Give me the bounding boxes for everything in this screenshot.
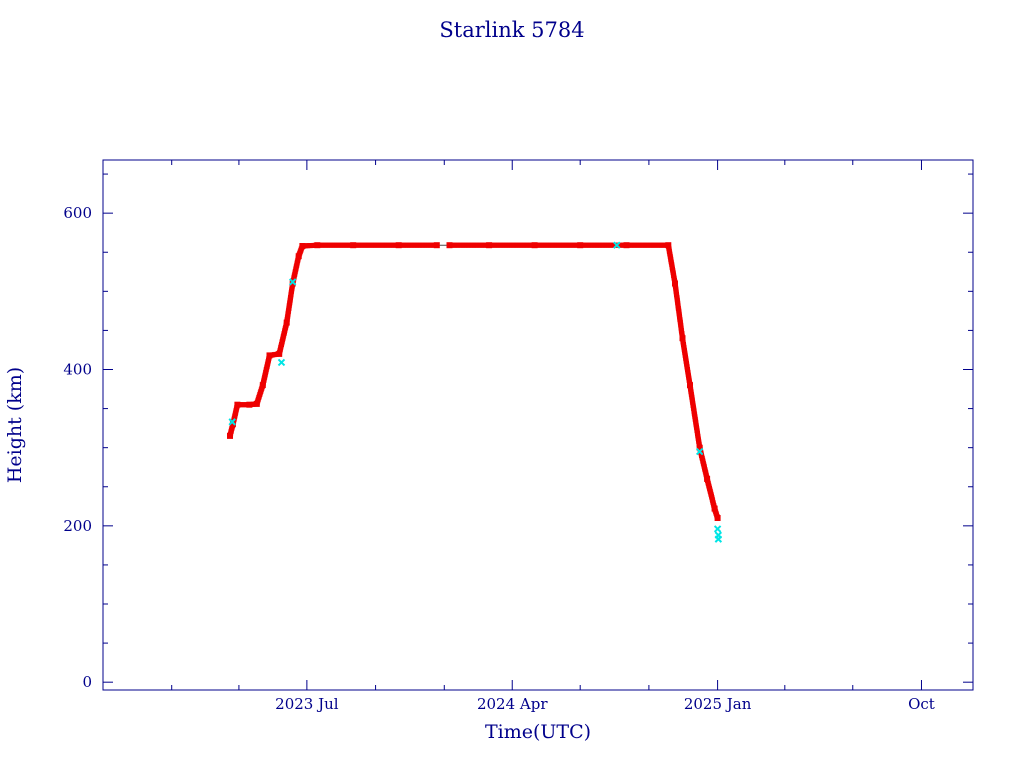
data-point: [696, 444, 703, 451]
x-axis-label: Time(UTC): [485, 721, 591, 743]
y-tick-label: 600: [63, 204, 92, 222]
data-point: [679, 335, 686, 342]
chart-title: Starlink 5784: [439, 18, 584, 42]
x-tick-label: 2023 Jul: [275, 695, 339, 713]
highlight-point: [277, 358, 286, 367]
x-tick-labels: 2023 Jul 2024 Apr 2025 Jan Oct: [275, 695, 935, 713]
orbit-trace-line: [229, 244, 719, 519]
data-points: [227, 242, 721, 521]
data-point: [623, 242, 630, 249]
highlight-point: [288, 278, 297, 286]
x-tick-label: 2024 Apr: [477, 695, 548, 713]
data-point: [665, 242, 672, 249]
y-tick-label: 400: [63, 360, 92, 378]
data-point: [299, 243, 306, 249]
data-point: [229, 421, 236, 428]
data-point: [259, 382, 266, 389]
y-axis-label: Height (km): [4, 367, 26, 483]
plot-frame: [102, 159, 974, 691]
data-point: [295, 253, 302, 260]
highlight-point: [613, 241, 621, 249]
data-point: [253, 400, 260, 407]
highlight-point: [713, 525, 722, 533]
y-tick-label: 200: [63, 517, 92, 535]
data-point: [289, 280, 296, 287]
data-point: [234, 401, 241, 408]
highlight-points: [228, 241, 723, 543]
data-point: [486, 242, 493, 249]
x-tick-label: Oct: [908, 695, 935, 713]
data-point: [276, 350, 283, 357]
x-tick-label: 2025 Jan: [684, 695, 752, 713]
data-point: [577, 242, 584, 249]
data-point: [687, 382, 693, 389]
highlight-point: [714, 535, 723, 543]
highlight-point: [695, 447, 704, 456]
data-point: [531, 242, 538, 249]
data-point: [283, 319, 290, 326]
data-point: [704, 475, 711, 482]
highlight-point: [228, 418, 236, 426]
data-point: [433, 242, 440, 249]
y-tick-labels: 0 200 400 600: [63, 204, 92, 691]
data-point: [266, 352, 273, 359]
data-point: [672, 280, 678, 287]
data-point: [350, 242, 357, 249]
y-tick-label: 0: [82, 673, 92, 691]
data-point: [314, 242, 321, 249]
data-point: [246, 401, 253, 408]
data-point: [711, 505, 718, 512]
data-point: [714, 515, 721, 521]
data-point: [446, 242, 453, 249]
data-point: [395, 242, 402, 249]
orbit-trace: [229, 244, 719, 519]
data-point: [227, 432, 233, 439]
axis-ticks: [103, 160, 973, 690]
